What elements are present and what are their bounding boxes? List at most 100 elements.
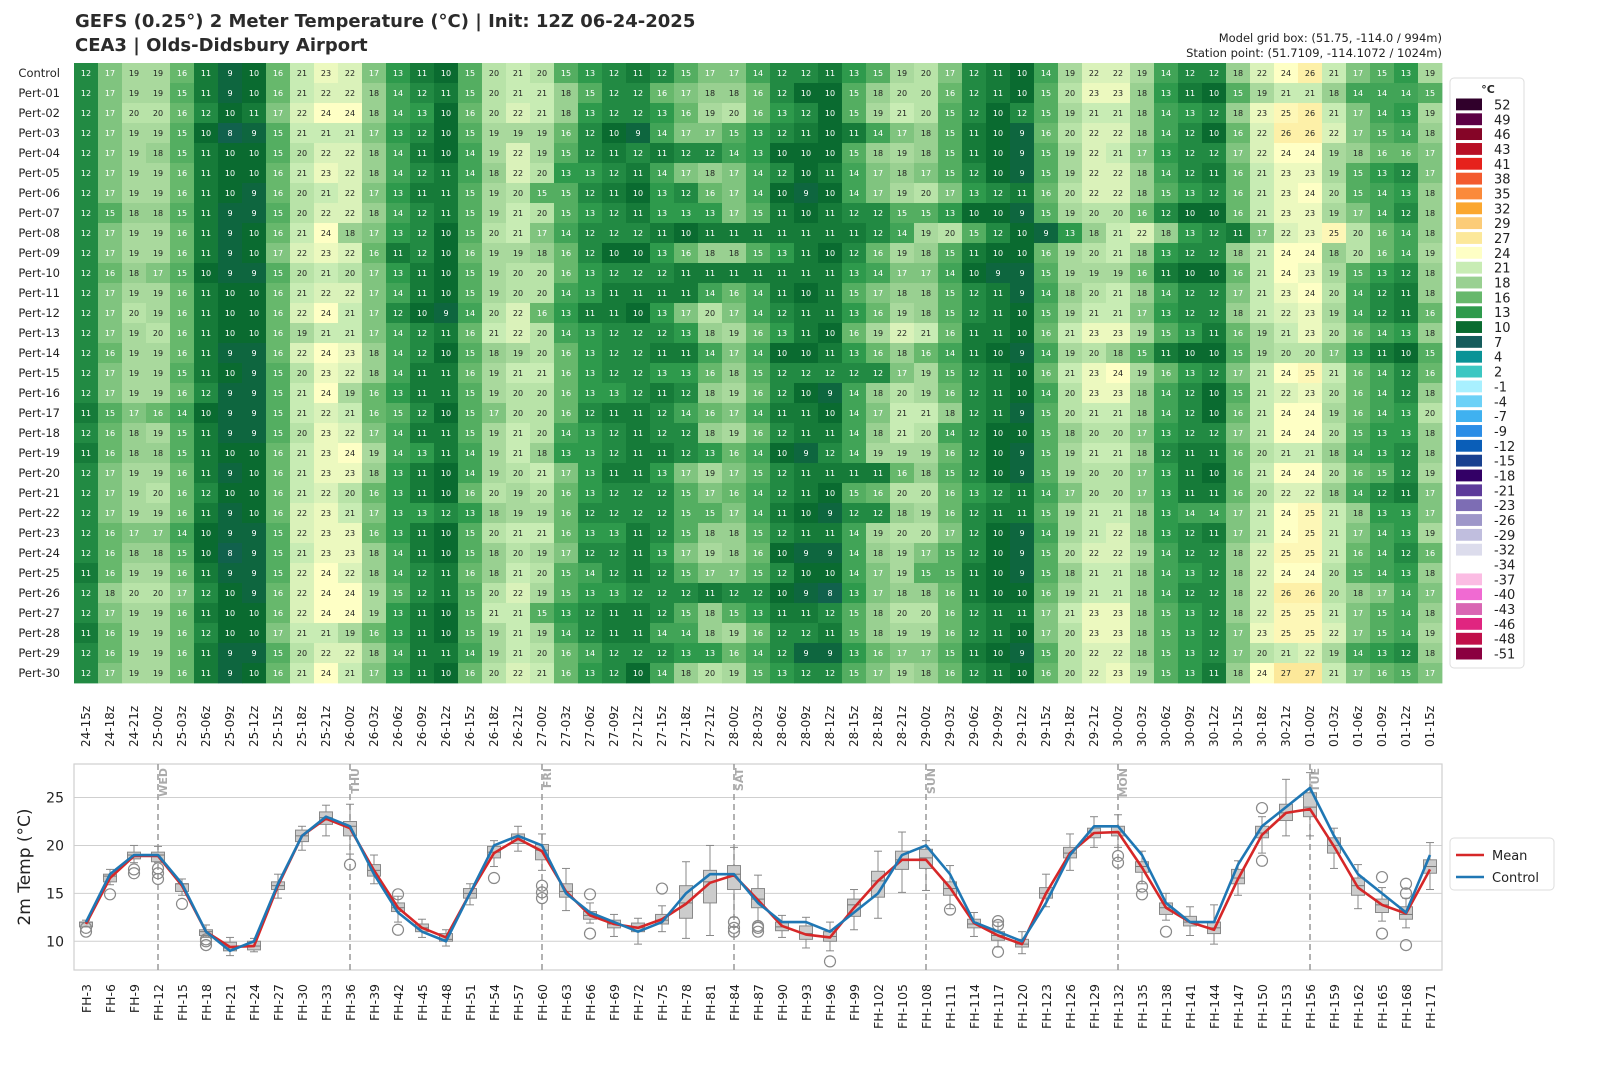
cell-value: 11 [633,69,643,78]
heatmap-cell [722,63,747,84]
day-marker-label: SUN [925,768,938,794]
heatmap-cell [314,63,339,84]
cell-value: 19 [153,69,163,78]
heatmap-cell [1298,63,1323,84]
cell-value: 11 [441,89,451,98]
x-tick-label: FH-60 [535,984,550,1021]
heatmap-cell [938,63,963,84]
cell-value: 14 [1041,69,1051,78]
heatmap-cell [98,63,123,84]
heatmap-cell [626,83,651,104]
heatmap-cell [506,63,531,84]
cell-value: 21 [297,69,307,78]
x-tick-label: FH-120 [1015,984,1030,1029]
heatmap-cell [1370,63,1395,84]
heatmap-cell [266,63,291,84]
cell-value: 12 [777,69,787,78]
cell-value: 15 [585,89,595,98]
cell-value: 19 [1065,69,1075,78]
heatmap-cell [1322,63,1347,84]
cell-value: 22 [1257,69,1267,78]
cell-value: 19 [153,89,163,98]
heatmap-cell [914,63,939,84]
heatmap-cell [266,83,291,104]
x-tick-label: FH-69 [607,984,622,1021]
x-tick-label: FH-18 [199,984,214,1021]
heatmap-cell [146,83,171,104]
x-tick-label: FH-21 [223,984,238,1021]
heatmap-cell [242,83,267,104]
heatmap-cell [194,63,219,84]
heatmap-cell [1010,63,1035,84]
heatmap-cell [98,83,123,104]
heatmap-cell [458,63,483,84]
cell-value: 19 [1425,69,1435,78]
cell-value: 17 [105,89,115,98]
heatmap-cell [1274,63,1299,84]
heatmap-cell [842,63,867,84]
cell-value: 9 [227,89,232,98]
x-tick-label: FH-138 [1159,984,1174,1029]
y-axis-label: 2m Temp (°C) [15,808,35,925]
x-tick-label: FH-81 [703,984,718,1021]
heatmap-cell [890,63,915,84]
cell-value: 12 [969,69,979,78]
x-tick-label: FH-30 [295,984,310,1021]
cell-value: 12 [1185,69,1195,78]
heatmap-cell [794,83,819,104]
x-tick-label: FH-171 [1423,984,1438,1029]
heatmap-cell [746,83,771,104]
heatmap-cell [434,83,459,104]
heatmap-cell [698,63,723,84]
cell-value: 17 [369,69,379,78]
x-tick-label: FH-168 [1399,984,1414,1029]
heatmap-cell [602,83,627,104]
heatmap-cell [554,83,579,104]
heatmap-cell [314,83,339,104]
heatmap-cell [242,63,267,84]
x-tick-label: FH-111 [943,984,958,1029]
cell-value: 19 [129,89,139,98]
x-tick-label: FH-144 [1207,984,1222,1029]
cell-value: 12 [633,89,643,98]
x-tick-label: FH-87 [751,984,766,1021]
x-tick-label: FH-48 [439,984,454,1021]
x-tick-label: FH-129 [1087,984,1102,1029]
cell-value: 16 [753,89,763,98]
heatmap-cell [1226,63,1251,84]
cell-value: 17 [729,69,739,78]
x-tick-label: FH-90 [775,984,790,1021]
cell-value: 16 [657,89,667,98]
heatmap-cell [626,63,651,84]
x-tick-label: FH-24 [247,984,262,1021]
heatmap-cell [170,63,195,84]
x-tick-label: FH-141 [1183,984,1198,1029]
cell-value: 11 [201,89,211,98]
x-tick-label: FH-153 [1279,984,1294,1029]
cell-value: 17 [705,69,715,78]
x-tick-label: FH-63 [559,984,574,1021]
heatmap-cell [194,83,219,104]
heatmap-cell [386,83,411,104]
heatmap-cell [170,83,195,104]
cell-value: 13 [585,69,595,78]
legend-label: Control [1492,871,1539,886]
y-tick-label: 15 [46,886,64,902]
cell-value: 10 [249,89,259,98]
cell-value: 22 [1089,69,1099,78]
heatmap-cell [1346,63,1371,84]
heatmap-cell [218,63,243,84]
cell-value: 12 [801,69,811,78]
heatmap-cell [1418,63,1443,84]
heatmap-cell [770,63,795,84]
day-marker-label: FRI [541,768,554,788]
heatmap-cell [386,63,411,84]
grid-box-text: Model grid box: (51.75, -114.0 / 994m) [1219,31,1442,45]
x-tick-label: FH-84 [727,984,742,1021]
cell-value: 21 [513,89,523,98]
x-tick-label: FH-102 [871,984,886,1029]
cell-value: 11 [825,69,835,78]
cell-value: 22 [345,69,355,78]
cell-value: 17 [105,69,115,78]
x-tick-label: FH-45 [415,984,430,1021]
